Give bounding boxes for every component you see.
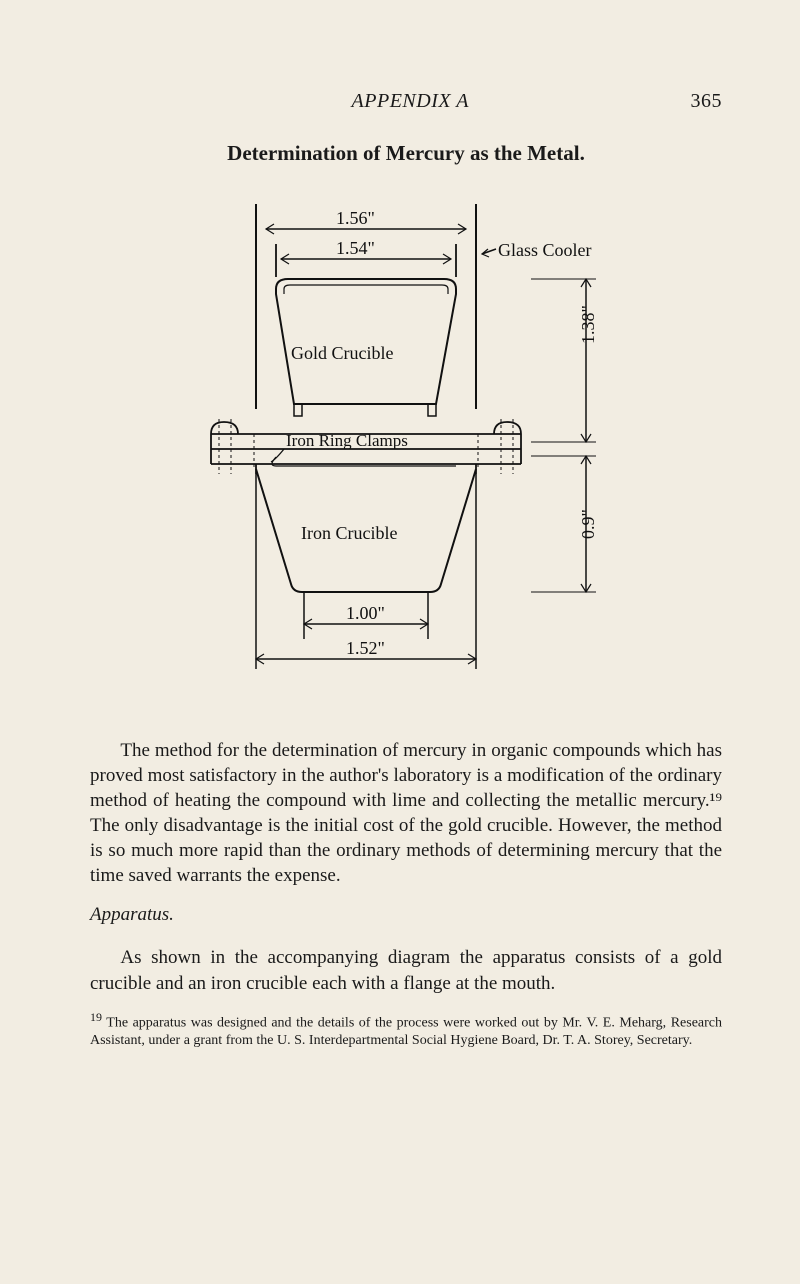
- iron-crucible-label: Iron Crucible: [301, 523, 397, 543]
- apparatus-subhead: Apparatus.: [90, 904, 722, 926]
- apparatus-diagram: 1.56" 1.54" Glass Cooler Gold Crucible: [90, 194, 722, 704]
- paragraph-1: The method for the determination of merc…: [90, 738, 722, 888]
- dim-154-label: 1.54": [336, 238, 375, 258]
- iron-ring-label: Iron Ring Clamps: [286, 431, 408, 450]
- footnote-text: The apparatus was designed and the detai…: [90, 1015, 722, 1048]
- dim-100-label: 1.00": [346, 603, 385, 623]
- gold-crucible-label: Gold Crucible: [291, 343, 393, 363]
- dim-156-label: 1.56": [336, 208, 375, 228]
- running-head: APPENDIX A 365: [90, 90, 722, 113]
- footnote-number: 19: [90, 1010, 102, 1024]
- glass-cooler-label: Glass Cooler: [498, 240, 592, 260]
- footnote: 19 The apparatus was designed and the de…: [90, 1010, 722, 1050]
- dim-152-label: 1.52": [346, 638, 385, 658]
- dim-138-label: 1.38": [578, 305, 598, 344]
- paragraph-2: As shown in the accompanying diagram the…: [90, 945, 722, 995]
- section-title: Determination of Mercury as the Metal.: [90, 141, 722, 166]
- dim-09-label: 0.9": [578, 509, 598, 539]
- running-title: APPENDIX A: [130, 90, 691, 113]
- page-number: 365: [691, 90, 723, 113]
